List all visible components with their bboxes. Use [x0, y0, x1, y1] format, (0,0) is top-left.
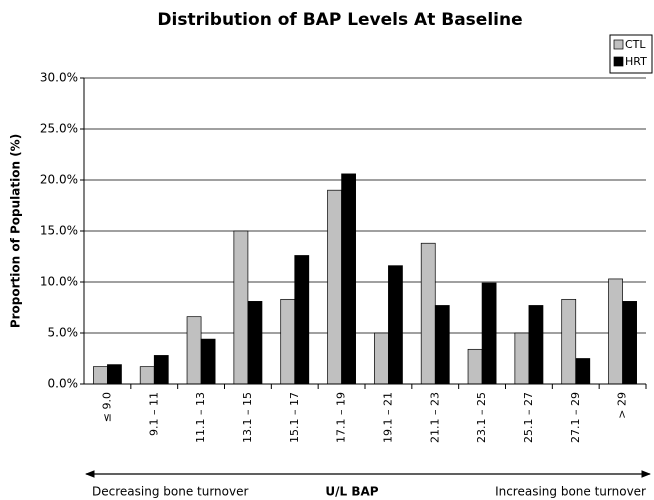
x-tick-label: 25.1 – 27 — [522, 392, 535, 443]
y-tick-label: 0.0% — [48, 377, 79, 391]
x-axis-label: U/L BAP — [325, 485, 378, 499]
bar — [575, 358, 591, 385]
bar — [247, 301, 263, 385]
bar — [93, 366, 108, 385]
legend-swatch — [613, 56, 624, 67]
x-tick-label: 9.1 – 11 — [147, 392, 160, 436]
annotation: Increasing bone turnover — [495, 485, 646, 499]
x-tick-label: 27.1 – 29 — [569, 392, 582, 443]
legend-label: CTL — [625, 38, 646, 51]
bar — [388, 265, 403, 385]
x-tick-label: 11.1 – 13 — [194, 392, 207, 443]
annotation: Decreasing bone turnover — [92, 485, 248, 499]
bar — [200, 338, 216, 385]
bar — [233, 230, 249, 385]
bar — [622, 301, 637, 385]
bar — [153, 355, 169, 385]
bar — [420, 242, 436, 385]
bar — [374, 332, 389, 385]
bar — [528, 305, 544, 385]
bar — [186, 316, 202, 385]
y-axis-label: Proportion of Population (%) — [9, 134, 23, 328]
x-tick-label: 21.1 – 23 — [428, 392, 441, 443]
x-tick-label: 15.1 – 17 — [288, 392, 301, 443]
bar — [608, 278, 623, 385]
bar — [514, 332, 530, 385]
x-tick-label: 19.1 – 21 — [381, 392, 394, 443]
bar — [434, 305, 450, 385]
x-tick-label: ≤ 9.0 — [100, 392, 113, 422]
x-tick-label: 23.1 – 25 — [475, 392, 488, 443]
bar — [280, 298, 296, 385]
y-tick-label: 10.0% — [40, 275, 78, 289]
bar — [107, 364, 122, 385]
y-tick-label: 15.0% — [40, 224, 78, 238]
bar — [139, 366, 155, 385]
bar — [561, 298, 577, 385]
x-tick-label: 13.1 – 15 — [241, 392, 254, 443]
x-tick-label: 17.1 – 19 — [335, 392, 348, 443]
y-tick-label: 30.0% — [40, 71, 78, 85]
bar — [467, 348, 483, 385]
y-tick-label: 25.0% — [40, 122, 78, 136]
y-tick-label: 20.0% — [40, 173, 78, 187]
y-tick-label: 5.0% — [48, 326, 79, 340]
x-tick-label: > 29 — [616, 392, 629, 419]
bar — [481, 282, 497, 385]
chart-title: Distribution of BAP Levels At Baseline — [157, 10, 522, 30]
legend-swatch — [613, 39, 624, 50]
legend-label: HRT — [625, 55, 647, 68]
bar — [341, 173, 356, 385]
bar — [327, 189, 342, 385]
bar — [294, 255, 310, 385]
